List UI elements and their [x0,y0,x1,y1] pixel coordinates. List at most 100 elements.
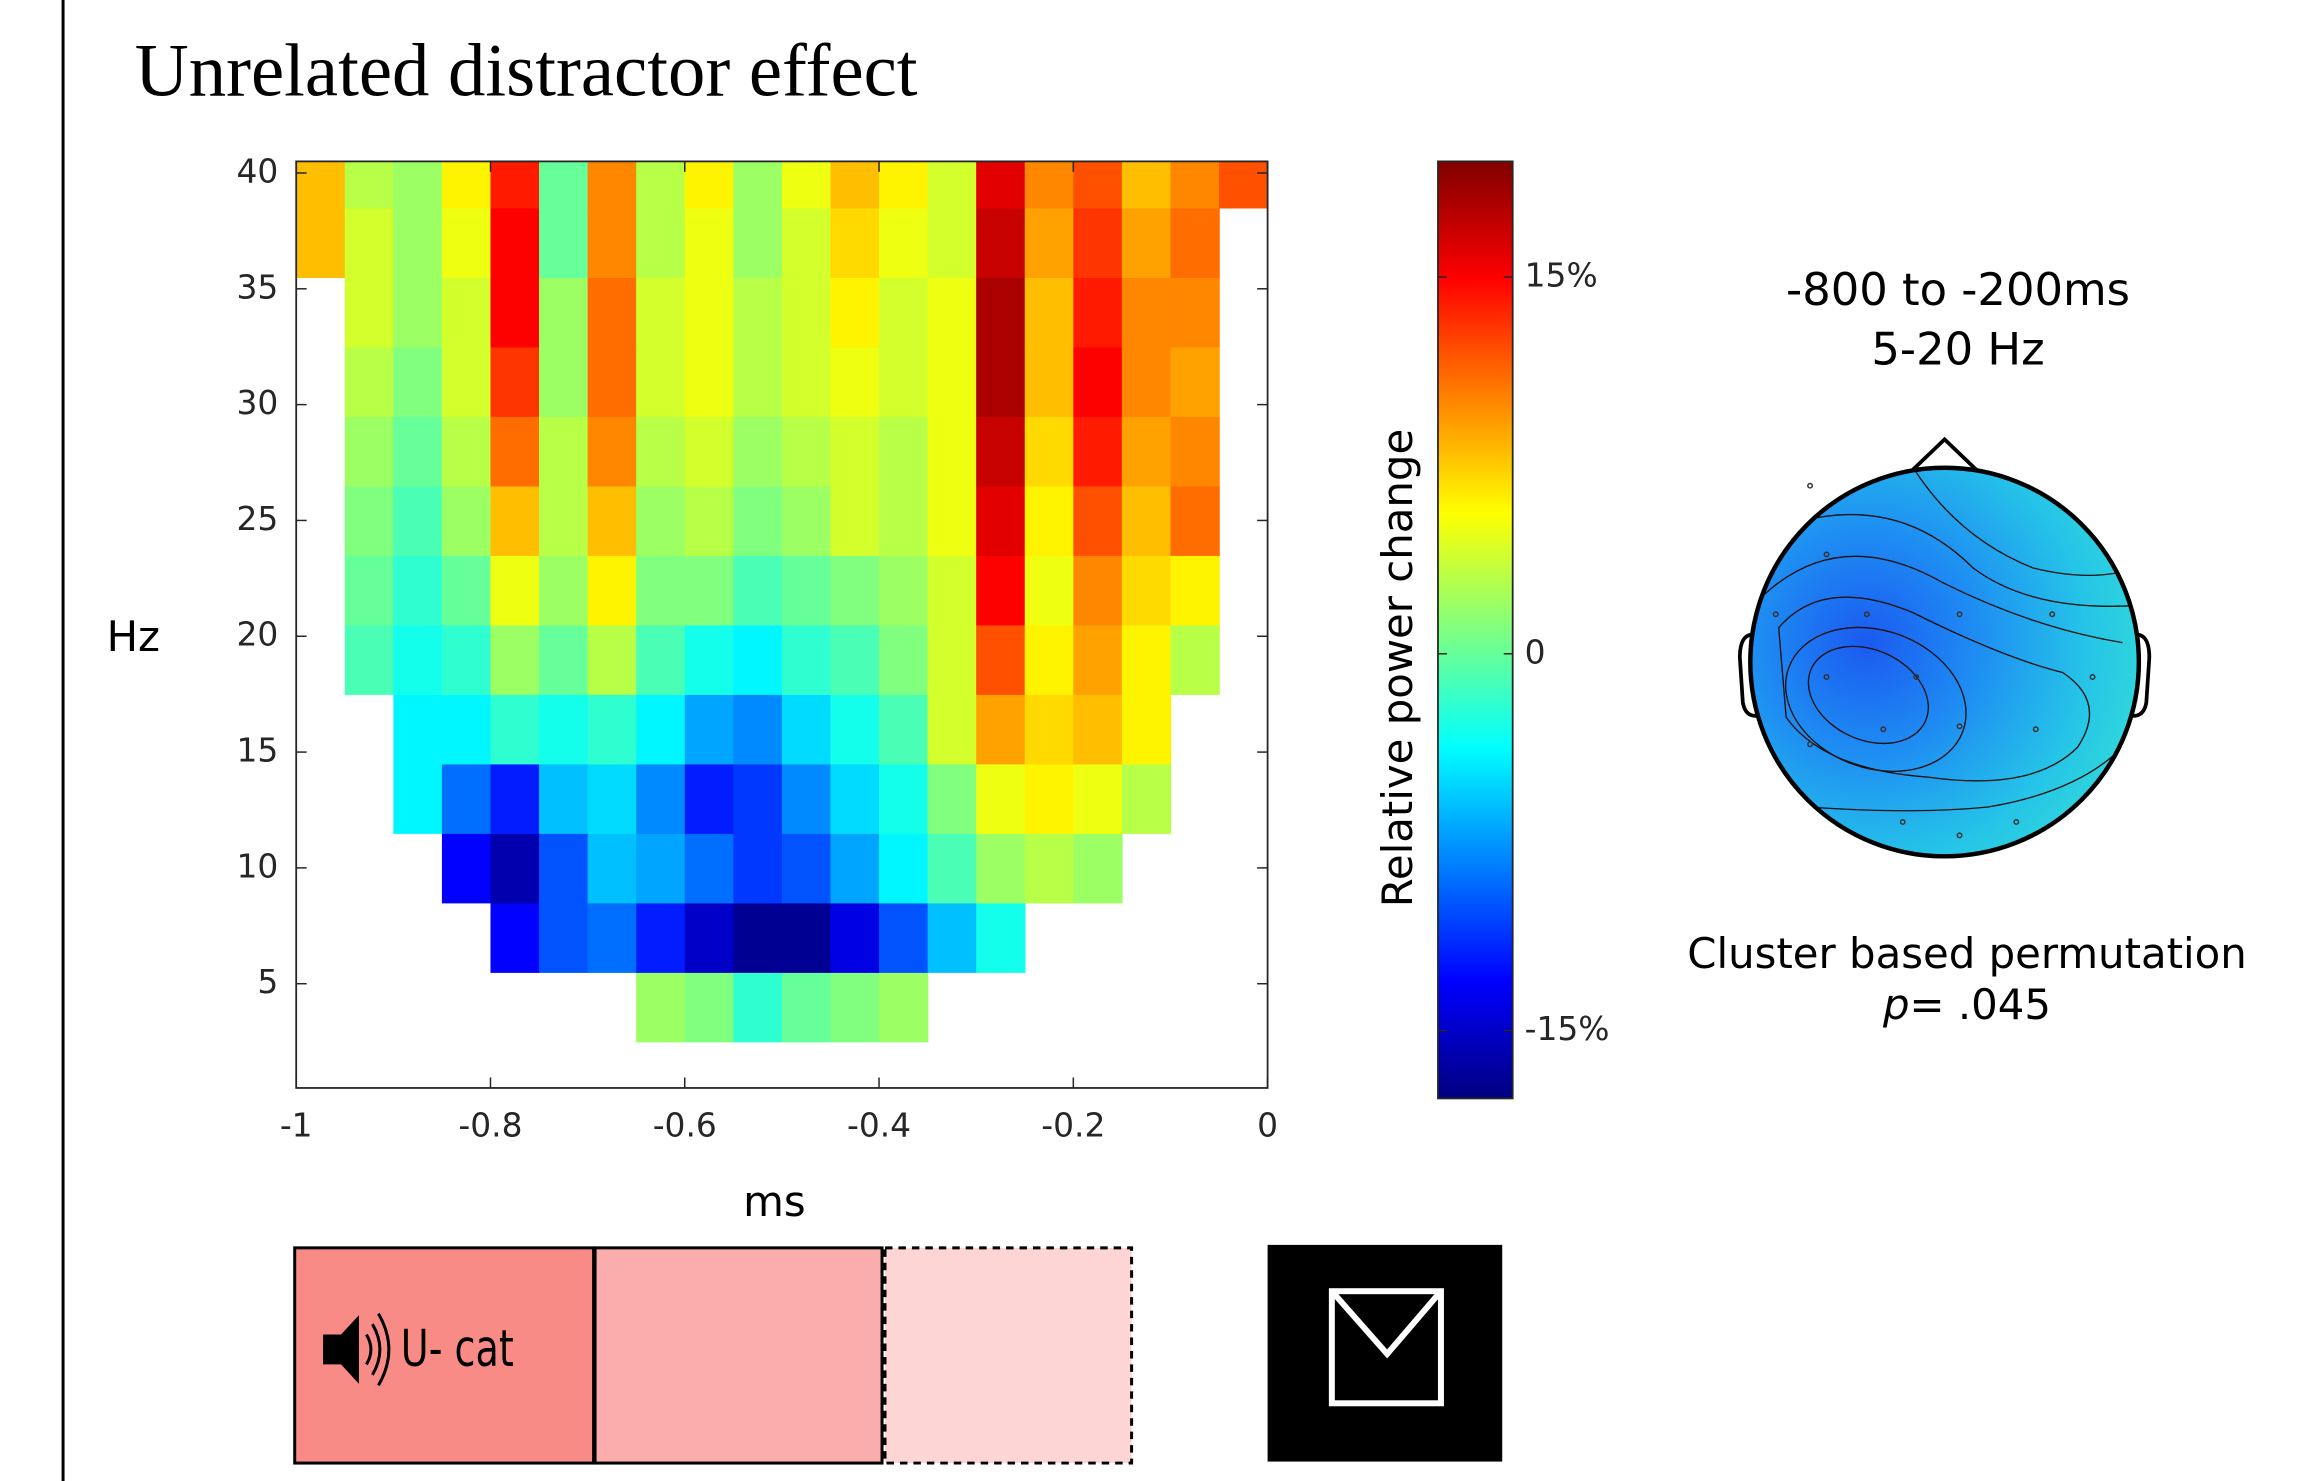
heatmap-cell [781,277,832,348]
heatmap-cell [684,485,735,556]
heatmap-cell [781,485,832,556]
heatmap-cell [490,277,540,348]
heatmap-cell [927,902,977,973]
heatmap-cell [441,207,492,278]
heatmap-cell [393,277,443,348]
heatmap-cell [1121,207,1172,278]
heatmap-cell [1024,694,1075,765]
p-value: = .045 [1910,980,2051,1029]
heatmap-cell [927,694,977,765]
heatmap-cell [393,763,443,834]
heatmap-cell [733,555,783,626]
heatmap-cell [636,416,686,487]
heatmap-cell [976,416,1026,487]
heatmap-cell [830,485,880,556]
heatmap-cell [539,902,589,973]
y-tick-label: 30 [236,383,278,422]
heatmap-cell [636,972,686,1043]
heatmap-cell [879,624,929,695]
heatmap-cell [1073,346,1123,417]
heatmap-cell [879,902,929,973]
heatmap-cell [927,833,977,904]
heatmap-cell [1073,694,1123,765]
heatmap-cell [1170,416,1220,487]
heatmap-cell [733,277,783,348]
heatmap-cell [393,207,443,278]
heatmap-cell [1170,555,1220,626]
topo-subtitle: 5-20 Hz [1871,323,2044,376]
x-tick-label: -1 [280,1105,313,1144]
colorbar-tick-label: -15% [1525,1009,1610,1048]
colorbar-label: Relative power change [1373,429,1422,908]
heatmap-cell [1170,207,1220,278]
heatmap-cell [781,763,832,834]
heatmap-cell [587,555,637,626]
heatmap-cell [927,555,977,626]
heatmap-cell [1073,833,1123,904]
heatmap-cell [636,161,686,209]
heatmap-cell [879,833,929,904]
heatmap-cell [733,207,783,278]
heatmap-cell [490,485,540,556]
y-tick-label: 15 [236,731,278,770]
heatmap-cell [1024,207,1075,278]
heatmap-cell [636,624,686,695]
heatmap-cell [636,833,686,904]
heatmap-cell [781,555,832,626]
heatmap-cell [539,763,589,834]
heatmap-cell [344,207,395,278]
heatmap-cell [830,763,880,834]
heatmap-cell [490,555,540,626]
heatmap-cell [927,763,977,834]
heatmap-cell [587,763,637,834]
heatmap-cell [927,416,977,487]
heatmap-cell [441,555,492,626]
heatmap-cell [684,972,735,1043]
trial-schematic: U- cat [293,1244,1503,1465]
colorbar [1437,160,1514,1100]
heatmap-cell [733,833,783,904]
heatmap-cell [1121,416,1172,487]
heatmap-cell [296,161,346,209]
heatmap-cell [879,485,929,556]
heatmap-cell [976,763,1026,834]
heatmap-cell [781,207,832,278]
heatmap-cell [539,485,589,556]
heatmap-cell [1121,763,1172,834]
heatmap-cell [927,161,977,209]
heatmap-cell [1121,555,1172,626]
heatmap-cell [344,624,395,695]
heatmap-cell [393,694,443,765]
plot-frame [295,160,1269,1089]
heatmap-cell [781,161,832,209]
y-tick-label: 25 [236,499,278,538]
chart-title: Unrelated distractor effect [135,30,918,113]
heatmap-cell [684,277,735,348]
heatmap-cell [539,161,589,209]
heatmap-cell [490,763,540,834]
y-tick-label: 10 [236,846,278,885]
heatmap-cell [636,346,686,417]
heatmap-cell [296,207,346,278]
heatmap-cell [1024,485,1075,556]
colorbar-tick-label: 15% [1525,255,1598,294]
heatmap-cell [830,694,880,765]
y-axis-label: Hz [107,612,160,661]
heatmap-cell [684,624,735,695]
y-tick-label: 5 [257,962,278,1001]
heatmap-cell [587,902,637,973]
heatmap-cell [1170,485,1220,556]
heatmap-cell [636,763,686,834]
heatmap-cell [587,485,637,556]
heatmap-cell [733,763,783,834]
heatmap-cell [1073,416,1123,487]
heatmap-cell [1073,763,1123,834]
x-tick-label: -0.4 [847,1105,911,1144]
heatmap-cell [1073,207,1123,278]
heatmap-cell [781,902,832,973]
heatmap-cell [344,416,395,487]
heatmap-cell [684,161,735,209]
heatmap-cell [927,346,977,417]
heatmap-cell [1219,161,1268,209]
